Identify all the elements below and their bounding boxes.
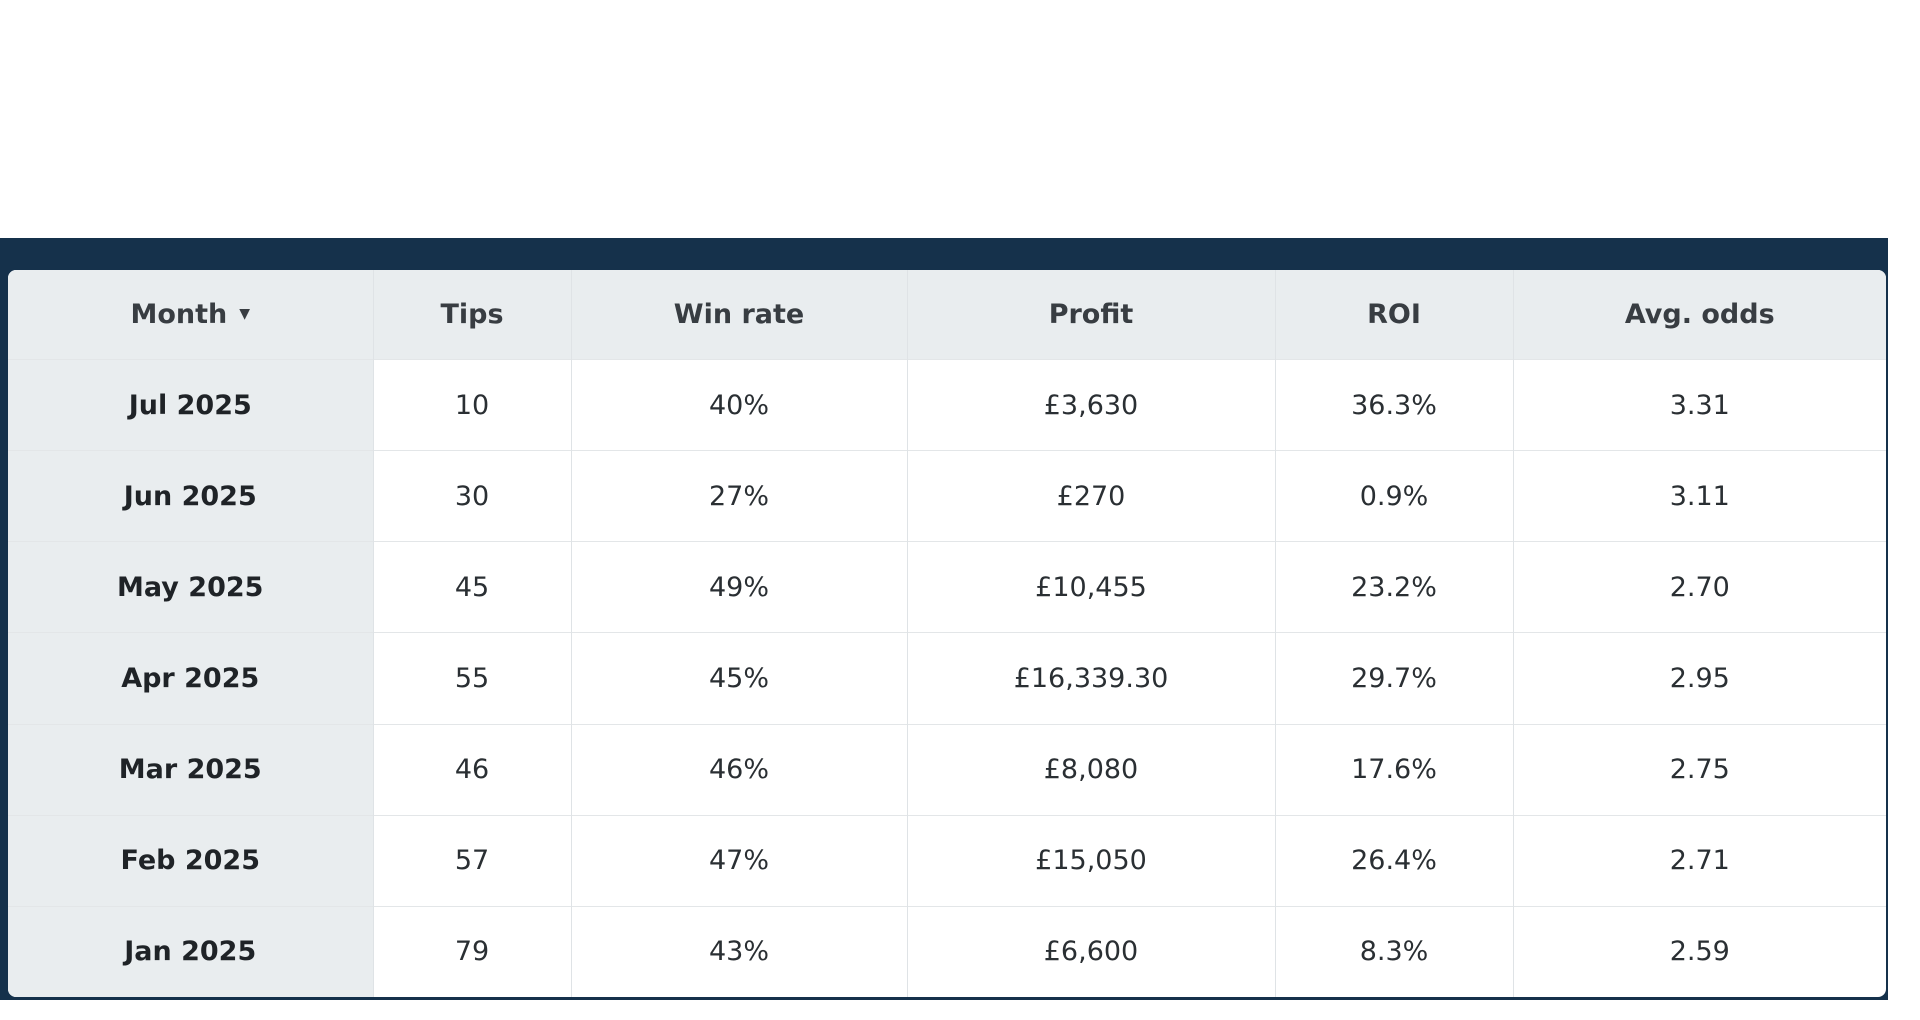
tips-cell: 45 — [372, 541, 571, 633]
avg-odds-cell: 2.71 — [1512, 814, 1886, 907]
table-row: May 2025 45 49% £10,455 23.2% 2.70 — [8, 541, 1886, 633]
column-header-profit[interactable]: Profit — [906, 270, 1275, 360]
win-rate-cell: 45% — [570, 632, 907, 725]
avg-odds-cell: 3.31 — [1512, 358, 1886, 451]
month-cell: Jul 2025 — [8, 358, 373, 451]
win-rate-cell: 43% — [570, 905, 907, 997]
roi-cell: 23.2% — [1274, 541, 1513, 633]
profit-cell: £15,050 — [906, 814, 1275, 907]
table-row: Jul 2025 10 40% £3,630 36.3% 3.31 — [8, 358, 1886, 451]
win-rate-cell: 49% — [570, 541, 907, 633]
roi-cell: 36.3% — [1274, 358, 1513, 451]
monthly-stats-panel: Month ▼ Tips Win rate Profit ROI Avg. odd… — [0, 238, 1888, 1000]
roi-cell: 17.6% — [1274, 723, 1513, 816]
table-row: Jan 2025 79 43% £6,600 8.3% 2.59 — [8, 905, 1886, 997]
column-header-win-rate[interactable]: Win rate — [570, 270, 907, 360]
profit-cell: £270 — [906, 450, 1275, 542]
tips-cell: 57 — [372, 814, 571, 907]
win-rate-cell: 40% — [570, 358, 907, 451]
table-header-row: Month ▼ Tips Win rate Profit ROI Avg. odd… — [8, 270, 1886, 360]
month-cell: Jun 2025 — [8, 450, 373, 542]
tips-cell: 10 — [372, 358, 571, 451]
table-row: Mar 2025 46 46% £8,080 17.6% 2.75 — [8, 723, 1886, 816]
profit-cell: £6,600 — [906, 905, 1275, 997]
month-cell: Feb 2025 — [8, 814, 373, 907]
roi-cell: 29.7% — [1274, 632, 1513, 725]
profit-cell: £16,339.30 — [906, 632, 1275, 725]
avg-odds-cell: 2.75 — [1512, 723, 1886, 816]
month-cell: Mar 2025 — [8, 723, 373, 816]
avg-odds-cell: 3.11 — [1512, 450, 1886, 542]
column-header-month-label: Month — [130, 299, 228, 330]
tips-cell: 79 — [372, 905, 571, 997]
column-header-roi[interactable]: ROI — [1274, 270, 1513, 360]
table-row: Apr 2025 55 45% £16,339.30 29.7% 2.95 — [8, 632, 1886, 725]
monthly-stats-card: Month ▼ Tips Win rate Profit ROI Avg. odd… — [8, 270, 1886, 997]
win-rate-cell: 47% — [570, 814, 907, 907]
table-row: Jun 2025 30 27% £270 0.9% 3.11 — [8, 450, 1886, 542]
avg-odds-cell: 2.95 — [1512, 632, 1886, 725]
profit-cell: £8,080 — [906, 723, 1275, 816]
profit-cell: £3,630 — [906, 358, 1275, 451]
avg-odds-cell: 2.70 — [1512, 541, 1886, 633]
month-cell: Jan 2025 — [8, 905, 373, 997]
tips-cell: 30 — [372, 450, 571, 542]
win-rate-cell: 27% — [570, 450, 907, 542]
tips-cell: 46 — [372, 723, 571, 816]
tips-cell: 55 — [372, 632, 571, 725]
win-rate-cell: 46% — [570, 723, 907, 816]
column-header-tips[interactable]: Tips — [372, 270, 571, 360]
column-header-avg-odds[interactable]: Avg. odds — [1512, 270, 1886, 360]
roi-cell: 26.4% — [1274, 814, 1513, 907]
sort-descending-icon[interactable]: ▼ — [239, 305, 251, 322]
roi-cell: 0.9% — [1274, 450, 1513, 542]
month-cell: May 2025 — [8, 541, 373, 633]
roi-cell: 8.3% — [1274, 905, 1513, 997]
table-row: Feb 2025 57 47% £15,050 26.4% 2.71 — [8, 814, 1886, 907]
column-header-month[interactable]: Month ▼ — [8, 270, 373, 360]
avg-odds-cell: 2.59 — [1512, 905, 1886, 997]
monthly-stats-table: Month ▼ Tips Win rate Profit ROI Avg. odd… — [8, 270, 1886, 997]
month-cell: Apr 2025 — [8, 632, 373, 725]
profit-cell: £10,455 — [906, 541, 1275, 633]
